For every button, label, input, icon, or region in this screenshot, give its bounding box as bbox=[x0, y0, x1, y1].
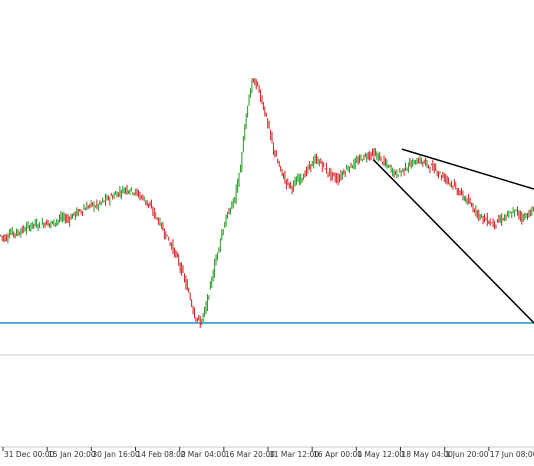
x-tick-label-9: 18 May 04:00 bbox=[402, 450, 454, 459]
chart-separator bbox=[0, 354, 534, 448]
x-tick-label-5: 16 Mar 20:00 bbox=[225, 450, 275, 459]
x-tick-label-4: 2 Mar 04:00 bbox=[181, 450, 227, 459]
x-tick-label-3: 14 Feb 08:00 bbox=[137, 450, 186, 459]
x-tick-label-11: 17 Jun 08:00 bbox=[490, 450, 534, 459]
x-tick-label-8: 1 May 12:00 bbox=[357, 450, 404, 459]
x-tick-label-6: 31 Mar 12:00 bbox=[269, 450, 319, 459]
x-tick-label-1: 15 Jan 20:00 bbox=[48, 450, 96, 459]
x-tick-label-0: 31 Dec 00:00 bbox=[4, 450, 55, 459]
channel-lower-line[interactable] bbox=[372, 159, 534, 324]
channel-upper-line[interactable] bbox=[401, 148, 534, 190]
trend-channel bbox=[372, 148, 534, 324]
candle-series bbox=[0, 77, 534, 328]
x-tick-label-10: 1 Jun 20:00 bbox=[446, 450, 489, 459]
x-tick-label-2: 30 Jan 16:00 bbox=[92, 450, 140, 459]
x-tick-label-7: 16 Apr 00:00 bbox=[313, 450, 362, 459]
